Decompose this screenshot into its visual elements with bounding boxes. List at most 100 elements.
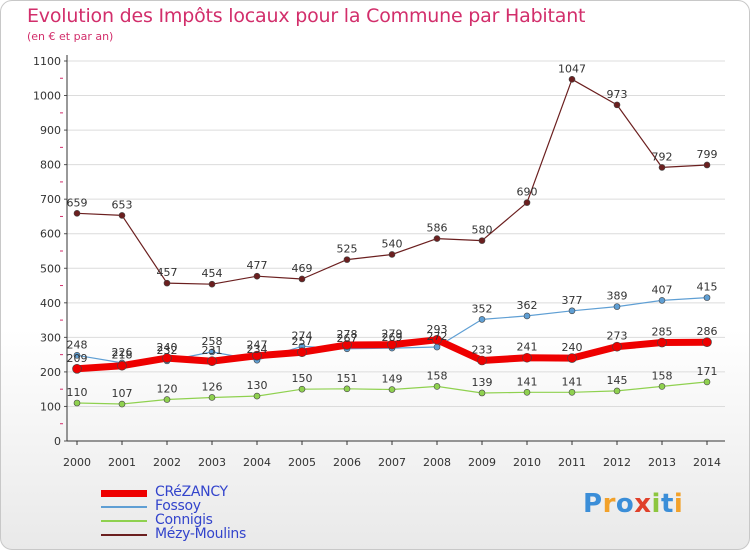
data-point-connigis [388, 386, 396, 393]
data-point-connigis [478, 389, 486, 397]
data-label-connigis: 141 [517, 375, 538, 388]
data-point-connigis [658, 383, 666, 390]
data-label-fossoy: 352 [472, 302, 493, 315]
data-point-m-zy-moulins [73, 210, 81, 217]
data-label-cr-zancy: 241 [517, 341, 538, 354]
x-tick-label: 2000 [63, 456, 91, 469]
data-point-connigis [208, 394, 216, 401]
legend-item: Mézy-Moulins [101, 526, 361, 542]
data-point-fossoy [433, 343, 441, 351]
data-label-cr-zancy: 293 [427, 323, 448, 336]
data-label-connigis: 139 [472, 376, 493, 389]
data-label-connigis: 158 [427, 369, 448, 382]
data-point-m-zy-moulins [703, 161, 711, 169]
data-point-connigis [523, 388, 531, 396]
data-labels: 659 653 457 454 477 469 525 540 586 580 690 1047 973… [67, 62, 718, 400]
grid [67, 60, 725, 407]
data-point-m-zy-moulins [298, 275, 306, 283]
legend-swatch [101, 489, 147, 497]
x-tick-label: 2008 [423, 456, 451, 469]
data-label-fossoy: 248 [67, 338, 88, 351]
data-label-cr-zancy: 231 [202, 344, 223, 357]
data-point-cr-zancy [162, 353, 172, 363]
data-label-fossoy: 389 [607, 290, 628, 303]
data-label-m-zy-moulins: 659 [67, 196, 88, 209]
legend-swatch [101, 534, 147, 536]
legend-label: Fossoy [155, 498, 201, 514]
legend-label: Mézy-Moulins [155, 526, 246, 542]
data-point-connigis [568, 388, 576, 396]
data-point-cr-zancy [432, 334, 442, 345]
logo-letter: t [660, 489, 674, 519]
y-tick-label: 700 [40, 193, 61, 206]
logo-letter: i [673, 489, 684, 519]
y-tick-label: 800 [40, 159, 61, 172]
data-label-connigis: 149 [382, 373, 403, 386]
data-label-m-zy-moulins: 690 [517, 186, 538, 199]
data-label-m-zy-moulins: 469 [292, 262, 313, 275]
data-point-connigis [703, 378, 711, 386]
x-tick-label: 2014 [693, 456, 721, 469]
data-point-m-zy-moulins [253, 272, 261, 280]
data-label-connigis: 130 [247, 379, 268, 392]
data-label-connigis: 126 [202, 380, 223, 393]
data-label-cr-zancy: 273 [607, 330, 628, 343]
data-label-fossoy: 362 [517, 299, 538, 312]
data-label-cr-zancy: 240 [562, 341, 583, 354]
data-label-fossoy: 232 [157, 344, 178, 357]
data-label-connigis: 171 [697, 365, 718, 378]
y-tick-label: 1000 [33, 90, 61, 103]
chart-title: Evolution des Impôts locaux pour la Comm… [27, 5, 586, 27]
y-tick-label: 1100 [33, 55, 61, 68]
data-label-fossoy: 407 [652, 283, 673, 296]
x-tick-label: 2007 [378, 456, 406, 469]
x-tick-label: 2012 [603, 456, 631, 469]
data-point-cr-zancy [387, 339, 397, 350]
data-point-connigis [253, 392, 261, 400]
x-tick-label: 2004 [243, 456, 271, 469]
data-point-m-zy-moulins [118, 212, 126, 219]
data-point-m-zy-moulins [163, 279, 171, 287]
data-label-fossoy: 274 [292, 329, 313, 342]
data-point-connigis [613, 387, 621, 395]
data-label-connigis: 145 [607, 374, 628, 387]
data-point-cr-zancy [297, 347, 307, 358]
data-point-connigis [118, 400, 126, 408]
x-tick-label: 2010 [513, 456, 541, 469]
data-point-cr-zancy [567, 353, 577, 363]
data-label-cr-zancy: 286 [697, 325, 718, 338]
data-label-m-zy-moulins: 1047 [558, 62, 586, 75]
data-label-connigis: 141 [562, 375, 583, 388]
data-label-cr-zancy: 285 [652, 326, 673, 339]
data-label-m-zy-moulins: 586 [427, 222, 448, 235]
data-point-cr-zancy [342, 340, 352, 350]
data-label-connigis: 120 [157, 383, 178, 396]
legend-item: Connigis [101, 512, 361, 528]
data-point-connigis [163, 396, 171, 403]
y-tick-label: 500 [40, 262, 61, 275]
data-point-m-zy-moulins [523, 199, 531, 206]
data-point-cr-zancy [252, 350, 262, 361]
data-point-cr-zancy [612, 341, 622, 352]
data-point-fossoy [613, 303, 621, 310]
data-point-fossoy [568, 307, 576, 315]
logo-letter: o [615, 489, 635, 519]
data-label-cr-zancy: 233 [472, 344, 493, 357]
y-tick-label: 400 [40, 297, 61, 310]
data-point-connigis [73, 399, 81, 407]
data-label-fossoy: 258 [202, 335, 223, 348]
y-tick-label: 100 [40, 400, 61, 413]
data-label-fossoy: 234 [247, 343, 268, 356]
legend-label: Connigis [155, 512, 213, 528]
data-point-cr-zancy [702, 337, 712, 348]
data-label-fossoy: 267 [337, 332, 358, 345]
data-point-cr-zancy [657, 337, 667, 348]
data-point-connigis [433, 383, 441, 390]
logo-letter: x [634, 489, 652, 519]
y-tick-label: 600 [40, 228, 61, 241]
x-tick-label: 2011 [558, 456, 586, 469]
data-label-m-zy-moulins: 457 [157, 266, 178, 279]
logo-letter: P [583, 489, 603, 519]
data-label-m-zy-moulins: 799 [697, 148, 718, 161]
data-point-connigis [298, 385, 306, 393]
